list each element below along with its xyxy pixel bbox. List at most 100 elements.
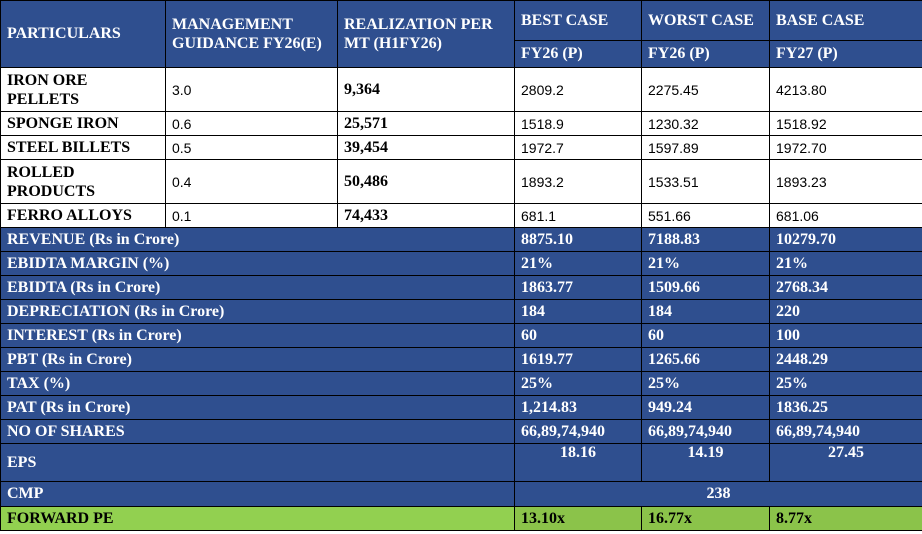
metric-base: 21% [769, 251, 922, 276]
metric-base: 100 [769, 323, 922, 348]
cmp-value: 238 [514, 481, 922, 507]
product-name: ROLLED PRODUCTS [0, 159, 166, 204]
metric-base: 2768.34 [769, 275, 922, 300]
header-worst-case: WORST CASE [641, 0, 770, 41]
metric-best: 25% [514, 371, 642, 396]
product-best: 1518.9 [514, 111, 642, 136]
product-worst: 551.66 [641, 203, 770, 228]
metric-row: TAX (%) 25% 25% 25% [0, 371, 922, 396]
product-worst: 1597.89 [641, 135, 770, 160]
cmp-label: CMP [0, 481, 515, 507]
product-worst: 1533.51 [641, 159, 770, 204]
product-guidance: 0.1 [165, 203, 338, 228]
forward-pe-base: 8.77x [769, 506, 922, 531]
product-row: ROLLED PRODUCTS 0.4 50,486 1893.2 1533.5… [0, 159, 922, 204]
metric-best: 1,214.83 [514, 395, 642, 420]
metric-worst: 25% [641, 371, 770, 396]
forward-pe-worst: 16.77x [641, 506, 770, 531]
metric-label: PBT (Rs in Crore) [0, 347, 515, 372]
product-realization: 9,364 [337, 67, 515, 112]
metric-best: 66,89,74,940 [514, 419, 642, 444]
metric-row: REVENUE (Rs in Crore) 8875.10 7188.83 10… [0, 227, 922, 252]
product-name: SPONGE IRON [0, 111, 166, 136]
metric-row: PBT (Rs in Crore) 1619.77 1265.66 2448.2… [0, 347, 922, 372]
metric-worst: 21% [641, 251, 770, 276]
product-base: 681.06 [769, 203, 922, 228]
metric-row: NO OF SHARES 66,89,74,940 66,89,74,940 6… [0, 419, 922, 444]
metric-row: EBIDTA MARGIN (%) 21% 21% 21% [0, 251, 922, 276]
metric-base: 2448.29 [769, 347, 922, 372]
metric-label: NO OF SHARES [0, 419, 515, 444]
metric-base: 10279.70 [769, 227, 922, 252]
product-row: IRON ORE PELLETS 3.0 9,364 2809.2 2275.4… [0, 67, 922, 112]
product-name: STEEL BILLETS [0, 135, 166, 160]
metric-label: INTEREST (Rs in Crore) [0, 323, 515, 348]
product-base: 1972.70 [769, 135, 922, 160]
metric-label: EBIDTA (Rs in Crore) [0, 275, 515, 300]
metric-row: PAT (Rs in Crore) 1,214.83 949.24 1836.2… [0, 395, 922, 420]
cmp-row: CMP 238 [0, 481, 922, 507]
forward-pe-row: FORWARD PE 13.10x 16.77x 8.77x [0, 506, 922, 531]
metric-worst: 1265.66 [641, 347, 770, 372]
eps-label: EPS [0, 443, 515, 482]
forward-pe-label: FORWARD PE [0, 506, 515, 531]
product-worst: 1230.32 [641, 111, 770, 136]
product-worst: 2275.45 [641, 67, 770, 112]
header-period-row: FY26 (P) FY26 (P) FY27 (P) [1, 40, 922, 68]
metric-base: 1836.25 [769, 395, 922, 420]
metric-row: INTEREST (Rs in Crore) 60 60 100 [0, 323, 922, 348]
header-base-period: FY27 (P) [769, 40, 922, 68]
header-row: PARTICULARS MANAGEMENT GUIDANCE FY26(E) … [0, 0, 922, 68]
product-row: FERRO ALLOYS 0.1 74,433 681.1 551.66 681… [0, 203, 922, 228]
metric-label: TAX (%) [0, 371, 515, 396]
header-best-case: BEST CASE [514, 0, 642, 41]
metric-label: EBIDTA MARGIN (%) [0, 251, 515, 276]
product-name: IRON ORE PELLETS [0, 67, 166, 112]
metric-worst: 60 [641, 323, 770, 348]
product-base: 4213.80 [769, 67, 922, 112]
header-worst-period: FY26 (P) [641, 40, 770, 68]
product-realization: 50,486 [337, 159, 515, 204]
product-guidance: 0.6 [165, 111, 338, 136]
header-best-period: FY26 (P) [514, 40, 642, 68]
metric-worst: 184 [641, 299, 770, 324]
header-guidance: MANAGEMENT GUIDANCE FY26(E) [165, 0, 338, 68]
metric-best: 60 [514, 323, 642, 348]
metric-best: 184 [514, 299, 642, 324]
header-particulars: PARTICULARS [0, 0, 166, 68]
metric-label: DEPRECIATION (Rs in Crore) [0, 299, 515, 324]
eps-worst: 14.19 [641, 443, 770, 482]
product-row: SPONGE IRON 0.6 25,571 1518.9 1230.32 15… [0, 111, 922, 136]
metric-base: 25% [769, 371, 922, 396]
product-base: 1893.23 [769, 159, 922, 204]
metric-row: EBIDTA (Rs in Crore) 1863.77 1509.66 276… [0, 275, 922, 300]
metric-label: PAT (Rs in Crore) [0, 395, 515, 420]
product-base: 1518.92 [769, 111, 922, 136]
metric-label: REVENUE (Rs in Crore) [0, 227, 515, 252]
metric-worst: 949.24 [641, 395, 770, 420]
product-realization: 74,433 [337, 203, 515, 228]
product-best: 1972.7 [514, 135, 642, 160]
product-row: STEEL BILLETS 0.5 39,454 1972.7 1597.89 … [0, 135, 922, 160]
header-realization: REALIZATION PER MT (H1FY26) [337, 0, 515, 68]
product-guidance: 0.4 [165, 159, 338, 204]
eps-base: 27.45 [769, 443, 922, 482]
metric-base: 220 [769, 299, 922, 324]
eps-best: 18.16 [514, 443, 642, 482]
product-realization: 39,454 [337, 135, 515, 160]
product-realization: 25,571 [337, 111, 515, 136]
metric-base: 66,89,74,940 [769, 419, 922, 444]
forward-pe-best: 13.10x [514, 506, 642, 531]
product-best: 1893.2 [514, 159, 642, 204]
metric-best: 1619.77 [514, 347, 642, 372]
metric-worst: 1509.66 [641, 275, 770, 300]
header-base-case: BASE CASE [769, 0, 922, 41]
product-name: FERRO ALLOYS [0, 203, 166, 228]
metric-worst: 66,89,74,940 [641, 419, 770, 444]
metric-best: 1863.77 [514, 275, 642, 300]
metric-best: 8875.10 [514, 227, 642, 252]
product-guidance: 0.5 [165, 135, 338, 160]
metric-row: DEPRECIATION (Rs in Crore) 184 184 220 [0, 299, 922, 324]
product-best: 681.1 [514, 203, 642, 228]
